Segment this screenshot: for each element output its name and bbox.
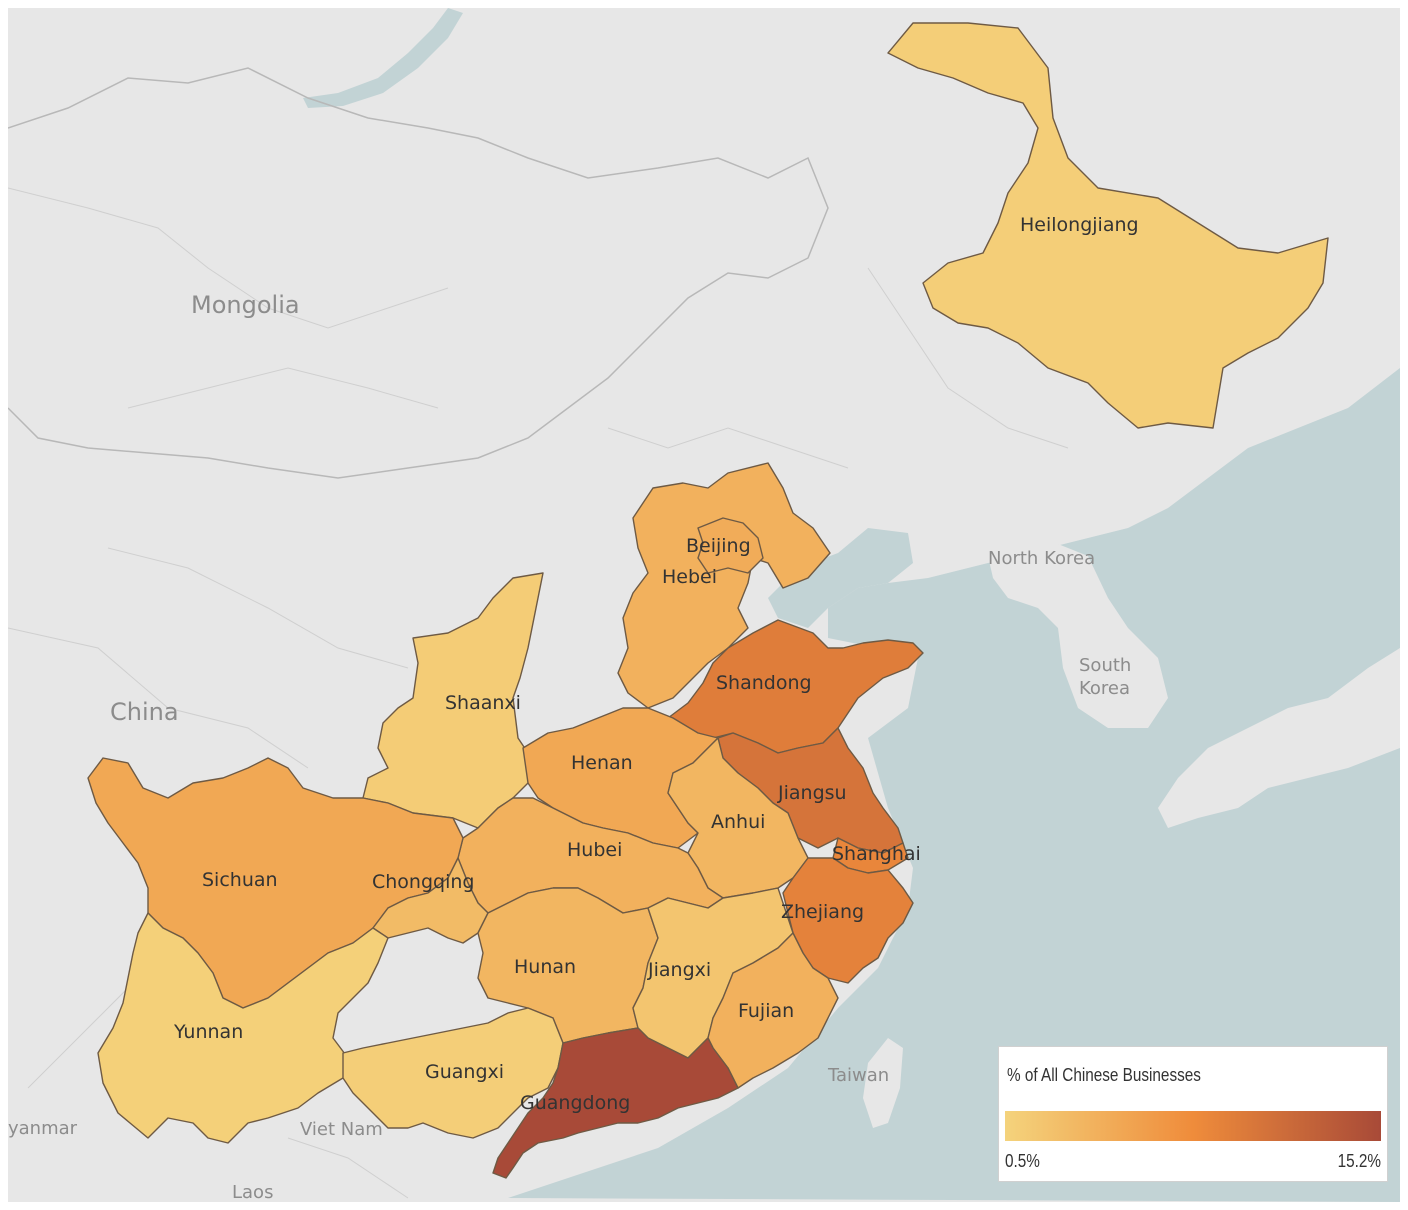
- map-label-south-korea-2: Korea: [1079, 678, 1130, 699]
- map-label-mongolia: Mongolia: [191, 291, 300, 319]
- province-label-heilongjiang: Heilongjiang: [1020, 214, 1139, 236]
- province-label-hubei: Hubei: [567, 839, 622, 861]
- bohai-sea: [768, 528, 913, 628]
- province-hebei[interactable]: [617, 462, 831, 709]
- color-legend: % of All Chinese Businesses 0.5% 15.2%: [998, 1046, 1388, 1182]
- province-label-chongqing: Chongqing: [372, 871, 474, 893]
- map-label-myanmar: yanmar: [8, 1118, 78, 1139]
- map-label-viet-nam: Viet Nam: [300, 1119, 383, 1140]
- province-guangxi[interactable]: [342, 1007, 564, 1139]
- province-label-henan: Henan: [571, 752, 633, 774]
- province-label-hebei: Hebei: [662, 566, 717, 588]
- province-label-beijing: Beijing: [686, 535, 751, 557]
- province-label-shanghai: Shanghai: [832, 843, 921, 865]
- choropleth-map[interactable]: Mongolia China North Korea South Korea T…: [8, 8, 1400, 1202]
- japan: [1158, 648, 1400, 828]
- province-label-jiangsu: Jiangsu: [777, 782, 847, 804]
- provinces-layer: [87, 22, 1329, 1179]
- province-label-shandong: Shandong: [716, 672, 812, 694]
- province-label-fujian: Fujian: [738, 1000, 794, 1022]
- province-label-shaanxi: Shaanxi: [445, 692, 521, 714]
- province-borders: [8, 187, 1069, 1199]
- mongolia-border: [8, 67, 829, 479]
- map-label-china: China: [110, 698, 179, 726]
- province-guangdong[interactable]: [492, 1027, 739, 1179]
- sea: [508, 368, 1400, 1202]
- map-label-taiwan: Taiwan: [827, 1065, 889, 1086]
- province-label-sichuan: Sichuan: [202, 869, 278, 891]
- map-label-south-korea-1: South: [1079, 655, 1131, 676]
- province-label-yunnan: Yunnan: [173, 1021, 243, 1043]
- province-label-anhui: Anhui: [711, 811, 765, 833]
- legend-min-label: 0.5%: [1005, 1151, 1040, 1171]
- province-label-guangxi: Guangxi: [425, 1061, 504, 1083]
- province-heilongjiang[interactable]: [887, 22, 1329, 429]
- lake-baikal: [303, 8, 463, 108]
- legend-max-label: 15.2%: [1337, 1151, 1381, 1171]
- legend-title: % of All Chinese Businesses: [1007, 1065, 1201, 1085]
- province-shandong[interactable]: [667, 619, 924, 754]
- province-beijing[interactable]: [697, 517, 764, 574]
- korean-peninsula: [988, 544, 1168, 728]
- taiwan-island: [863, 1038, 903, 1128]
- province-label-zhejiang: Zhejiang: [781, 901, 864, 923]
- map-frame[interactable]: Mongolia China North Korea South Korea T…: [8, 8, 1400, 1202]
- legend-color-ramp: [1005, 1111, 1381, 1141]
- province-label-guangdong: Guangdong: [520, 1092, 630, 1114]
- map-label-north-korea: North Korea: [988, 548, 1095, 569]
- map-label-laos: Laos: [232, 1182, 273, 1202]
- province-label-hunan: Hunan: [514, 956, 576, 978]
- province-label-jiangxi: Jiangxi: [647, 959, 711, 981]
